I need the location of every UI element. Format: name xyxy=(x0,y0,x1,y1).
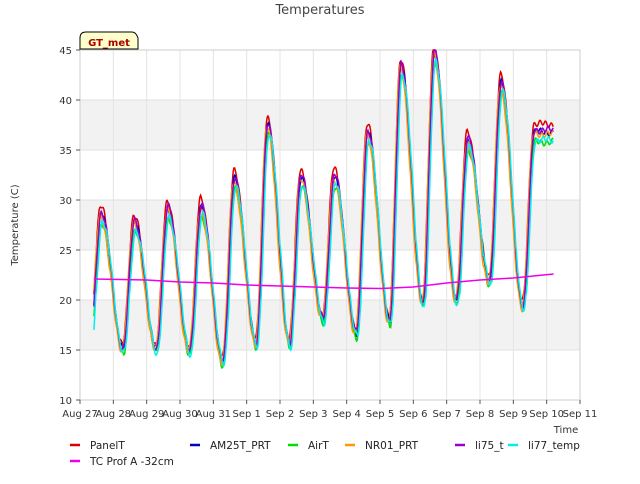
legend: PanelT AM25T_PRT AirT NR01_PRT li75_t li77_te… xyxy=(70,440,580,468)
chart-title: Temperatures xyxy=(274,3,364,18)
x-tick-label: Sep 3 xyxy=(299,409,327,420)
grid-band xyxy=(80,350,580,400)
x-tick-label: Sep 5 xyxy=(366,409,394,420)
x-tick-label: Aug 27 xyxy=(62,409,97,420)
legend-item: AM25T_PRT xyxy=(190,440,271,452)
x-tick-label: Sep 7 xyxy=(432,409,460,420)
y-tick-label: 20 xyxy=(59,296,72,307)
x-tick-label: Aug 31 xyxy=(196,409,231,420)
y-tick-label: 15 xyxy=(59,346,72,357)
series-line-li77-temp xyxy=(93,57,554,367)
x-tick-label: Aug 29 xyxy=(129,409,164,420)
x-tick-label: Sep 4 xyxy=(332,409,360,420)
legend-item: li77_temp xyxy=(508,440,580,452)
y-tick-label: 25 xyxy=(59,246,72,257)
y-tick-label: 35 xyxy=(59,146,72,157)
legend-label: li75_t xyxy=(475,440,504,452)
legend-label: NR01_PRT xyxy=(365,440,419,452)
legend-label: AirT xyxy=(308,440,329,452)
legend-label: TC Prof A -32cm xyxy=(89,456,174,468)
gt-met-badge: GT_met xyxy=(79,31,139,50)
x-tick-label: Aug 30 xyxy=(162,409,197,420)
y-tick-label: 45 xyxy=(59,46,72,57)
legend-item: NR01_PRT xyxy=(345,440,419,452)
series-lines xyxy=(93,49,554,369)
legend-item: AirT xyxy=(288,440,329,452)
legend-label: AM25T_PRT xyxy=(210,440,271,452)
legend-item: TC Prof A -32cm xyxy=(70,456,174,468)
y-axis-label: Temperature (C) xyxy=(10,184,21,266)
x-tick-label: Sep 6 xyxy=(399,409,427,420)
x-tick-label: Sep 8 xyxy=(466,409,494,420)
series-line-tc-prof-a-32cm xyxy=(93,273,554,290)
x-tick-label: Sep 9 xyxy=(499,409,527,420)
legend-label: li77_temp xyxy=(528,440,580,452)
y-tick-label: 10 xyxy=(59,396,72,407)
x-tick-label: Sep 2 xyxy=(266,409,294,420)
grid-band xyxy=(80,300,580,350)
x-tick-label: Sep 1 xyxy=(232,409,260,420)
plot-frame xyxy=(79,49,581,401)
y-tick-label: 30 xyxy=(59,196,72,207)
grid-band xyxy=(80,50,580,100)
x-axis-label: Time xyxy=(553,425,578,436)
badge-label: GT_met xyxy=(88,38,130,49)
x-tick-label: Sep 10 xyxy=(529,409,564,420)
badge-shape xyxy=(79,31,139,50)
y-axis-ticks: 10 15 20 25 30 35 40 45 xyxy=(59,46,80,407)
x-tick-label: Aug 28 xyxy=(96,409,131,420)
legend-item: PanelT xyxy=(70,440,125,452)
x-tick-label: Sep 11 xyxy=(563,409,598,420)
legend-item: li75_t xyxy=(455,440,504,452)
legend-label: PanelT xyxy=(90,440,125,452)
y-tick-label: 40 xyxy=(59,96,72,107)
